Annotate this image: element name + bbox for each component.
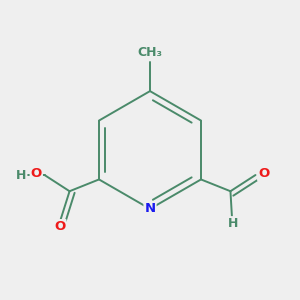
Text: CH₃: CH₃ (137, 46, 163, 59)
Text: O: O (54, 220, 65, 233)
Text: N: N (144, 202, 156, 215)
Text: H: H (228, 217, 238, 230)
Text: H: H (16, 169, 26, 182)
Text: O: O (258, 167, 269, 180)
Text: O: O (31, 167, 42, 180)
